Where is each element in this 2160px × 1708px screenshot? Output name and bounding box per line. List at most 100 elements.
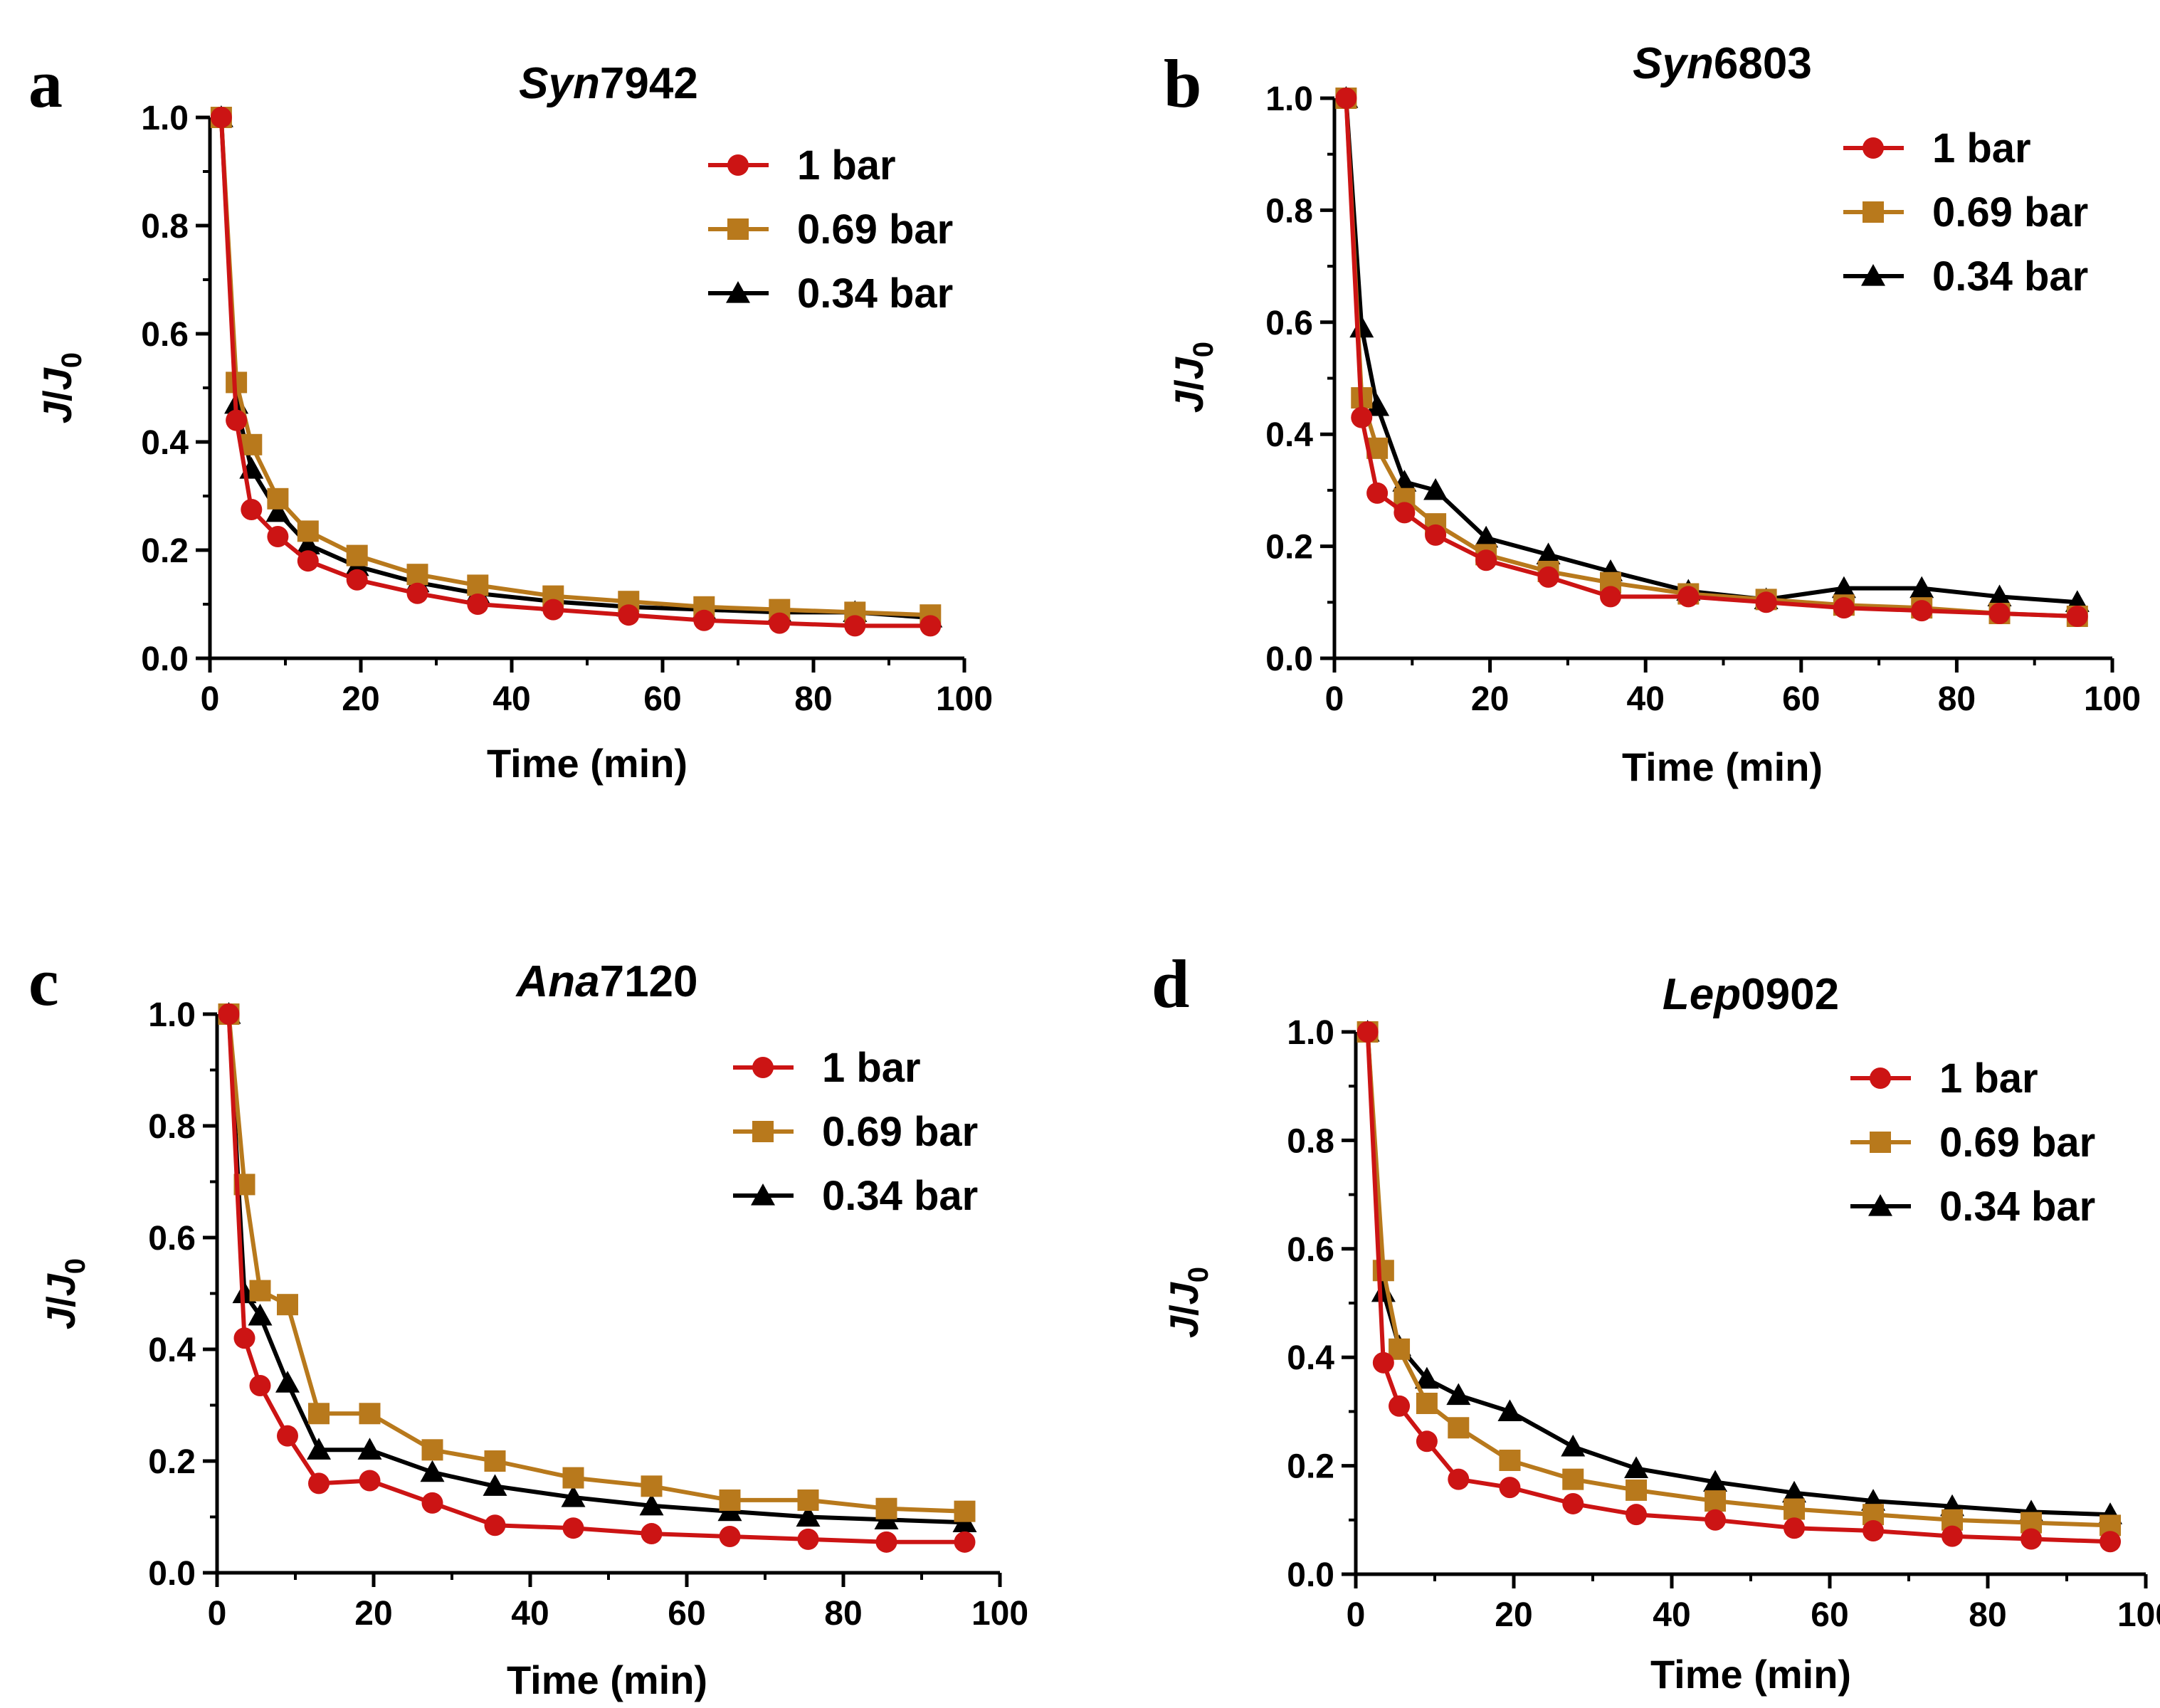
panel-b-x-tick-label: 20 [1471,680,1509,718]
panel-a-legend: 1 bar 0.69 bar 0.34 bar [708,142,953,317]
panel-a-y-tick-label: 0.4 [141,424,189,462]
panel-d-data-point [1389,1395,1411,1417]
panel-d-series-line [1365,1031,2111,1544]
panel-a-data-point [267,526,289,547]
panel-c-legend-marker [752,1121,774,1142]
panel-c-data-point [875,1531,897,1553]
panel-c-title-number: 7120 [600,957,698,1006]
panel-a-legend-marker [726,281,750,303]
panel-a-y-tick-label: 1.0 [141,100,189,137]
panel-b-data-point [1600,586,1622,608]
panel-d-x-tick-label: 80 [1969,1596,2006,1634]
panel-d-data-point [1562,1492,1584,1514]
panel-b-x-tick-label: 0 [1325,680,1344,718]
panel-b-data-point [1425,524,1447,546]
panel-a-data-point [920,615,942,637]
panel-c-y-label-subscript: 0 [60,1258,91,1274]
panel-d-legend-label: 0.34 bar [1939,1184,2095,1230]
panel-d-x-tick-label: 0 [1347,1596,1366,1634]
panel-d: d Lep0902 0 20 40 60 80 100 0.0 0.2 0.4 0.6 0.8 1.0 Ti… [1152,946,2160,1697]
panel-b-data-point [2066,605,2088,627]
panel-b-y-label-slash: / [1166,379,1211,391]
panel-c-series-line [226,1013,965,1544]
panel-d-data-point [1389,1338,1411,1360]
panel-c-data-point [308,1472,330,1494]
panel-b-data-point [1987,584,2012,607]
panel-a-data-point [467,574,489,596]
panel-a-series-line [218,117,931,618]
panel-d-x-tick-label: 100 [2117,1596,2160,1634]
panel-b-legend-label: 1 bar [1932,125,2031,172]
panel-a-y-axis-label: J/J0 [35,352,88,423]
panel-b-y-tick-label: 0.6 [1265,305,1313,342]
panel-c-data-point [562,1467,584,1489]
panel-c-data-point [277,1294,298,1316]
panel-b-data-point [1911,600,1933,622]
panel-d-legend-marker [1870,1068,1891,1089]
panel-c-y-tick-label: 0.4 [148,1332,196,1369]
panel-b-data-point [1537,566,1559,588]
panel-d-data-point [1497,1399,1522,1421]
panel-c: c Ana7120 0 20 40 60 80 100 0.0 0.2 0.4 0.6 0.8 1.0 Ti… [28,944,1028,1702]
panel-b-x-tick-label: 100 [2084,680,2141,718]
panel-b-legend-marker [1863,201,1884,223]
panel-d-legend-label: 1 bar [1939,1055,2038,1102]
panel-d-data-point [1705,1490,1727,1512]
panel-a-data-point [406,564,428,586]
panel-d-y-label-subscript: 0 [1183,1267,1214,1282]
panel-d-title-number: 0902 [1741,970,1839,1019]
panel-c-data-point [308,1403,330,1425]
panel-a-title-italic: Syn [519,59,600,108]
panel-c-data-point [484,1514,506,1536]
panel-c-data-point [797,1489,819,1511]
panel-d-data-point [1863,1520,1885,1542]
panel-d-title: Lep0902 [1663,970,1839,1019]
panel-a-y-label-j: J [35,400,80,423]
panel-c-y-label-j0: J [38,1272,83,1296]
panel-a-data-point [693,609,715,631]
panel-c-title-italic: Ana [515,957,599,1006]
panel-a-data-point [226,409,248,431]
panel-a-data-point [241,499,263,520]
panel-d-x-tick-label: 20 [1495,1596,1532,1634]
panel-a-y-label-slash: / [35,390,80,401]
panel-c-data-point [359,1403,381,1425]
panel-c-data-point [420,1460,445,1482]
panel-d-y-tick-label: 0.8 [1287,1122,1334,1160]
panel-c-data-point [954,1500,976,1522]
panel-b-y-tick-label: 1.0 [1265,80,1313,118]
panel-b-data-point [1366,482,1389,504]
panel-d-data-point [1705,1509,1727,1531]
panel-c-data-point [249,1375,271,1397]
panel-b-y-axis-label: J/J0 [1166,342,1219,413]
panel-c-x-tick-label: 20 [354,1595,392,1633]
panel-c-series-0-69-bar [218,1003,976,1522]
panel-a-title-number: 7942 [600,59,698,108]
panel-a-x-tick-label: 100 [936,680,993,718]
panel-d-x-tick-label: 60 [1811,1596,1848,1634]
panel-c-letter: c [28,944,59,1020]
panel-d-y-tick-label: 0.4 [1287,1339,1334,1377]
panel-b-legend-marker [1861,264,1885,286]
panel-b-data-point [1475,549,1497,571]
panel-c-data-point [875,1497,897,1519]
panel-c-data-point [562,1517,584,1539]
panel-a-data-point [210,107,232,128]
panel-b-data-point [1755,591,1777,613]
panel-c-legend-label: 0.69 bar [822,1109,978,1155]
panel-d-x-tick-label: 40 [1653,1596,1690,1634]
panel-d-data-point [1448,1417,1470,1439]
panel-b-legend-marker [1863,137,1884,159]
panel-b-title: Syn6803 [1633,39,1812,88]
panel-d-data-point [1446,1383,1471,1406]
panel-a-y-tick-label: 0.2 [141,532,189,570]
panel-a-data-point [265,500,290,522]
panel-c-data-point [796,1504,821,1527]
panel-c-data-point [248,1303,273,1326]
panel-b-legend-label: 0.34 bar [1932,253,2088,300]
panel-b-x-axis-label: Time (min) [1622,744,1823,789]
panel-d-legend-marker [1870,1132,1891,1153]
panel-a-x-axis-label: Time (min) [487,741,687,786]
panel-d-y-tick-label: 1.0 [1287,1014,1334,1052]
panel-c-data-point [421,1439,443,1461]
